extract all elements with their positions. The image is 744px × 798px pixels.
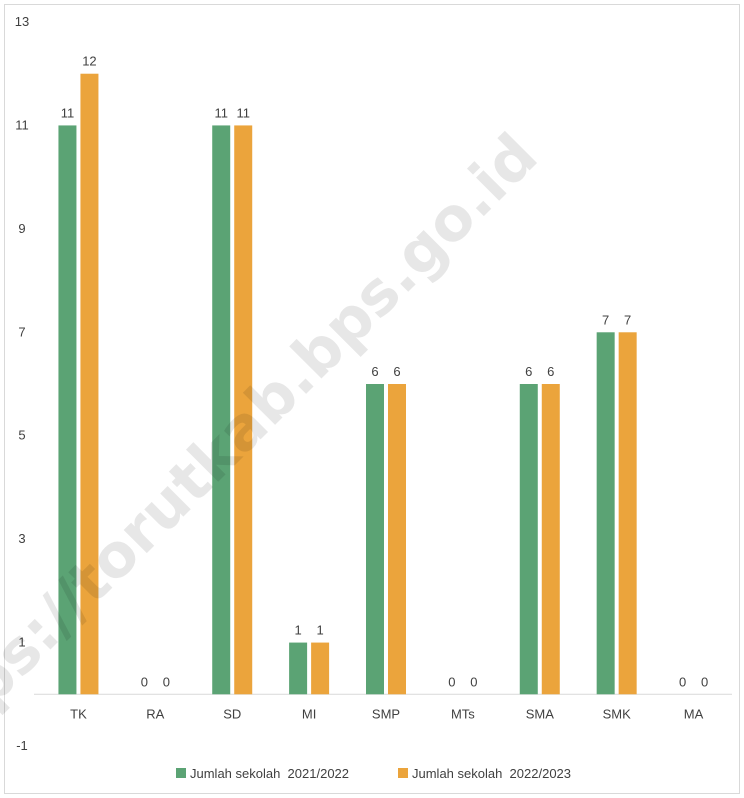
y-tick-label: -1 <box>16 738 28 753</box>
legend: Jumlah sekolah 2021/2022 Jumlah sekolah 2… <box>176 766 571 781</box>
x-tick-label: MA <box>684 706 704 721</box>
data-label: 7 <box>602 312 609 327</box>
x-tick-label: SMK <box>603 706 632 721</box>
legend-swatch-2 <box>398 768 408 778</box>
data-label: 11 <box>61 105 75 120</box>
data-label: 11 <box>214 105 228 120</box>
bar-tk-series-1 <box>58 125 77 695</box>
y-tick-label: 11 <box>15 117 29 132</box>
data-label: 1 <box>316 623 323 638</box>
bar-sma-series-1 <box>519 384 538 695</box>
y-tick-label: 7 <box>18 324 25 339</box>
data-label: 6 <box>371 364 378 379</box>
data-label: 6 <box>547 364 554 379</box>
bars <box>58 73 637 695</box>
data-label: 0 <box>701 674 708 689</box>
data-label: 0 <box>141 674 148 689</box>
data-label: 7 <box>624 312 631 327</box>
legend-swatch-1 <box>176 768 186 778</box>
data-label: 1 <box>294 623 301 638</box>
x-tick-label: MTs <box>451 706 475 721</box>
legend-label-2: Jumlah sekolah 2022/2023 <box>412 766 571 781</box>
bar-sma-series-2 <box>541 384 560 695</box>
bar-smp-series-1 <box>366 384 384 695</box>
x-axis-labels: TK RA SD MI SMP MTs SMA SMK MA <box>70 706 704 721</box>
y-tick-label: 13 <box>15 14 29 29</box>
bar-sd-series-1 <box>212 125 231 695</box>
data-label: 12 <box>82 54 96 69</box>
x-tick-label: MI <box>302 706 316 721</box>
legend-label-1: Jumlah sekolah 2021/2022 <box>190 766 349 781</box>
data-label: 0 <box>163 674 170 689</box>
bar-smk-series-1 <box>596 332 615 695</box>
x-tick-label: SMA <box>526 706 555 721</box>
y-tick-label: 9 <box>18 221 25 236</box>
y-tick-label: 3 <box>18 531 25 546</box>
y-tick-label: 5 <box>18 428 25 443</box>
bar-sd-series-2 <box>234 125 253 695</box>
data-label: 6 <box>525 364 532 379</box>
x-tick-label: RA <box>146 706 164 721</box>
bar-smk-series-2 <box>618 332 637 695</box>
bar-mi-series-2 <box>311 642 330 695</box>
x-tick-label: SMP <box>372 706 400 721</box>
data-label: 0 <box>679 674 686 689</box>
x-tick-label: SD <box>223 706 241 721</box>
data-label: 11 <box>236 105 250 120</box>
data-label: 0 <box>470 674 477 689</box>
data-label: 0 <box>448 674 455 689</box>
bar-mi-series-1 <box>289 642 308 695</box>
bar-tk-series-2 <box>80 73 99 695</box>
data-label: 6 <box>393 364 400 379</box>
bar-smp-series-2 <box>388 384 406 695</box>
y-tick-label: 1 <box>18 635 25 650</box>
x-tick-label: TK <box>70 706 87 721</box>
